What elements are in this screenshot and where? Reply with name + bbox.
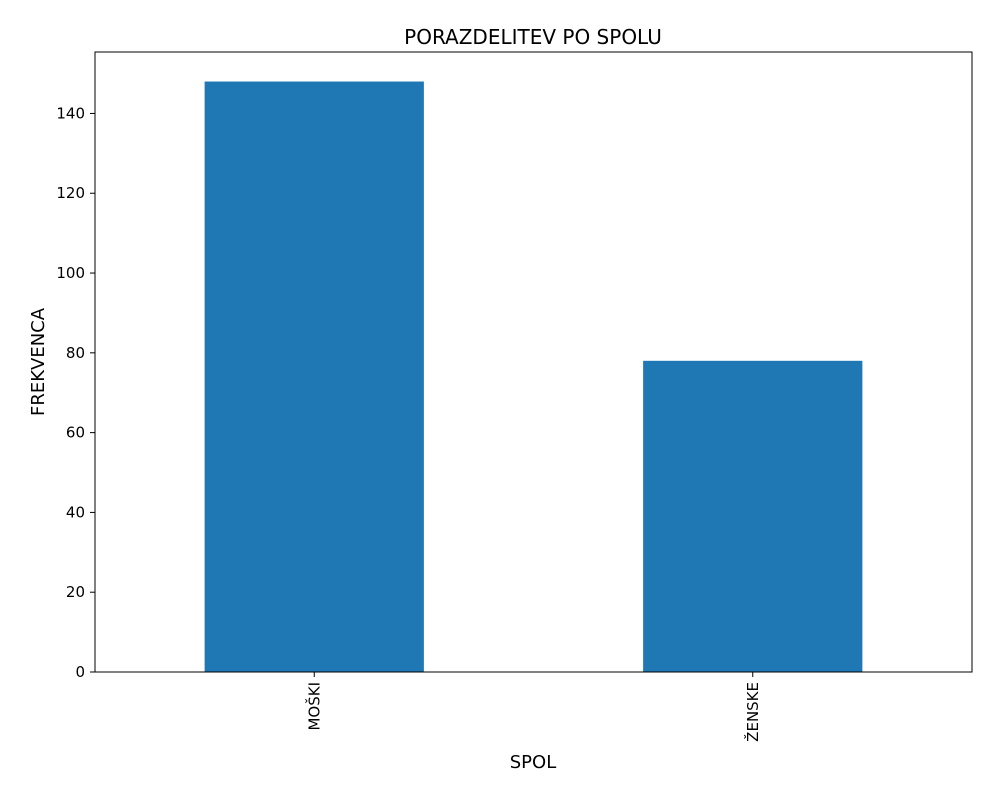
y-tick-label: 40 bbox=[66, 503, 85, 521]
y-tick-label: 20 bbox=[66, 583, 85, 601]
x-axis-label: SPOL bbox=[510, 752, 556, 773]
y-axis: 0 20 40 60 80 100 120 140 bbox=[56, 104, 95, 681]
x-axis: MOŠKI ŽENSKE bbox=[304, 672, 762, 742]
bar-0 bbox=[204, 81, 424, 673]
y-axis-label: FREKVENCA bbox=[28, 307, 49, 416]
y-tick-label: 140 bbox=[56, 104, 85, 122]
bar-1 bbox=[643, 360, 863, 672]
x-tick-label: ŽENSKE bbox=[743, 682, 762, 742]
x-tick-label: MOŠKI bbox=[304, 682, 323, 731]
bars-group bbox=[204, 81, 863, 673]
y-tick-label: 60 bbox=[66, 424, 85, 442]
chart-title: PORAZDELITEV PO SPOLU bbox=[404, 25, 662, 49]
y-tick-label: 100 bbox=[56, 264, 85, 282]
y-tick-label: 0 bbox=[75, 663, 85, 681]
plot-area-frame bbox=[94, 51, 973, 673]
y-tick-label: 120 bbox=[56, 184, 85, 202]
y-tick-label: 80 bbox=[66, 344, 85, 362]
